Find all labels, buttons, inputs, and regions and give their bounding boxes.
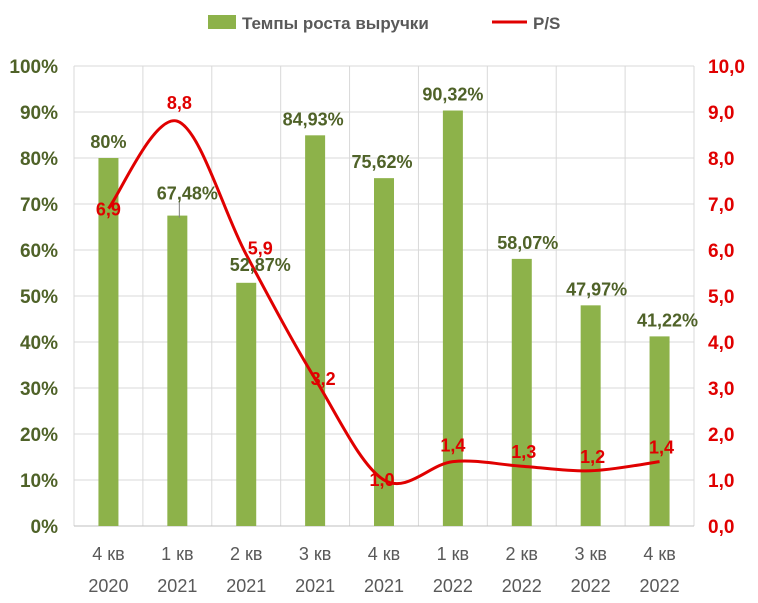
y-left-tick-label: 80%	[20, 149, 58, 170]
x-tick-label-line2: 2021	[295, 576, 335, 596]
line-data-label: 8,8	[167, 93, 192, 113]
y-axis-right: 0,0 1,0 2,0 3,0 4,0 5,0 6,0 7,0 8,0 9,0 10,0	[708, 57, 745, 538]
legend-bar-swatch	[208, 15, 236, 29]
y-left-tick-label: 30%	[20, 379, 58, 400]
y-right-tick-label: 10,0	[708, 57, 745, 78]
line-data-label: 1,4	[440, 436, 465, 456]
line-data-label: 1,0	[369, 470, 394, 490]
legend-bar-label: Темпы роста выручки	[242, 14, 429, 33]
bar-data-label: 41,22%	[637, 310, 698, 330]
y-right-tick-label: 5,0	[708, 287, 734, 308]
legend: Темпы роста выручки P/S	[208, 14, 560, 33]
line-data-label: 1,3	[511, 442, 536, 462]
bar-data-label: 52,87%	[230, 255, 291, 275]
y-right-tick-label: 7,0	[708, 195, 734, 216]
x-axis: 4 кв 2020 1 кв 2021 2 кв 2021 3 кв 2021 4 кв 2021…	[88, 544, 679, 596]
x-tick-label-line2: 2022	[640, 576, 680, 596]
y-right-tick-label: 4,0	[708, 333, 734, 354]
x-tick-label-line2: 2021	[364, 576, 404, 596]
y-right-tick-label: 8,0	[708, 149, 734, 170]
x-tick-label-line2: 2020	[88, 576, 128, 596]
line-data-label: 6,9	[96, 200, 121, 220]
bar-data-label: 75,62%	[351, 152, 412, 172]
line-data-label: 1,4	[649, 438, 674, 458]
bar	[98, 158, 119, 526]
y-right-tick-label: 3,0	[708, 379, 734, 400]
y-left-tick-label: 50%	[20, 287, 58, 308]
x-tick-label-line1: 2 кв	[506, 544, 538, 564]
y-left-tick-label: 90%	[20, 103, 58, 124]
bar	[305, 135, 326, 526]
y-right-tick-label: 2,0	[708, 425, 734, 446]
y-right-tick-label: 0,0	[708, 517, 734, 538]
bar-data-label: 58,07%	[497, 233, 558, 253]
y-left-tick-label: 60%	[20, 241, 58, 262]
x-tick-label-line1: 4 кв	[368, 544, 400, 564]
line-data-label: 5,9	[248, 239, 273, 259]
y-axis-left: 0% 10% 20% 30% 40% 50% 60% 70% 80% 90% 100%	[9, 57, 58, 538]
bar	[442, 110, 463, 526]
x-tick-label-line2: 2021	[226, 576, 266, 596]
x-tick-label-line2: 2022	[502, 576, 542, 596]
bar	[580, 305, 601, 526]
bar	[374, 178, 394, 526]
y-left-tick-label: 40%	[20, 333, 58, 354]
bar-data-label: 90,32%	[422, 85, 483, 105]
line-labels: 6,9 8,8 5,9 3,2 1,0 1,4 1,3 1,2 1,4	[96, 93, 674, 490]
y-left-tick-label: 20%	[20, 425, 58, 446]
y-right-tick-label: 1,0	[708, 471, 734, 492]
x-tick-label-line1: 3 кв	[574, 544, 606, 564]
x-tick-label-line1: 1 кв	[161, 544, 193, 564]
y-left-tick-label: 10%	[20, 471, 58, 492]
x-tick-label-line1: 1 кв	[437, 544, 469, 564]
bar-data-label: 47,97%	[566, 279, 627, 299]
bar-data-label: 80%	[90, 132, 126, 152]
bar-data-label: 84,93%	[283, 109, 344, 129]
bar	[649, 336, 670, 526]
ps-line	[107, 119, 660, 486]
bar	[167, 215, 188, 527]
bar-data-label: 67,48%	[157, 184, 218, 204]
line-data-label: 1,2	[580, 447, 605, 467]
x-tick-label-line2: 2021	[157, 576, 197, 596]
y-right-tick-label: 6,0	[708, 241, 734, 262]
x-tick-label-line1: 4 кв	[643, 544, 675, 564]
x-tick-label-line1: 2 кв	[230, 544, 262, 564]
x-tick-label-line2: 2022	[571, 576, 611, 596]
bar	[511, 258, 532, 526]
x-tick-label-line1: 4 кв	[92, 544, 124, 564]
legend-line-label: P/S	[533, 14, 560, 33]
line-data-label: 3,2	[311, 369, 336, 389]
y-right-tick-label: 9,0	[708, 103, 734, 124]
bar-labels: 80% 67,48% 52,87% 84,93% 75,62% 90,32% 58,07% 4…	[90, 85, 698, 331]
x-tick-label-line2: 2022	[433, 576, 473, 596]
bar	[236, 282, 257, 526]
y-left-tick-label: 100%	[9, 57, 58, 78]
x-tick-label-line1: 3 кв	[299, 544, 331, 564]
y-left-tick-label: 70%	[20, 195, 58, 216]
y-left-tick-label: 0%	[31, 517, 59, 538]
